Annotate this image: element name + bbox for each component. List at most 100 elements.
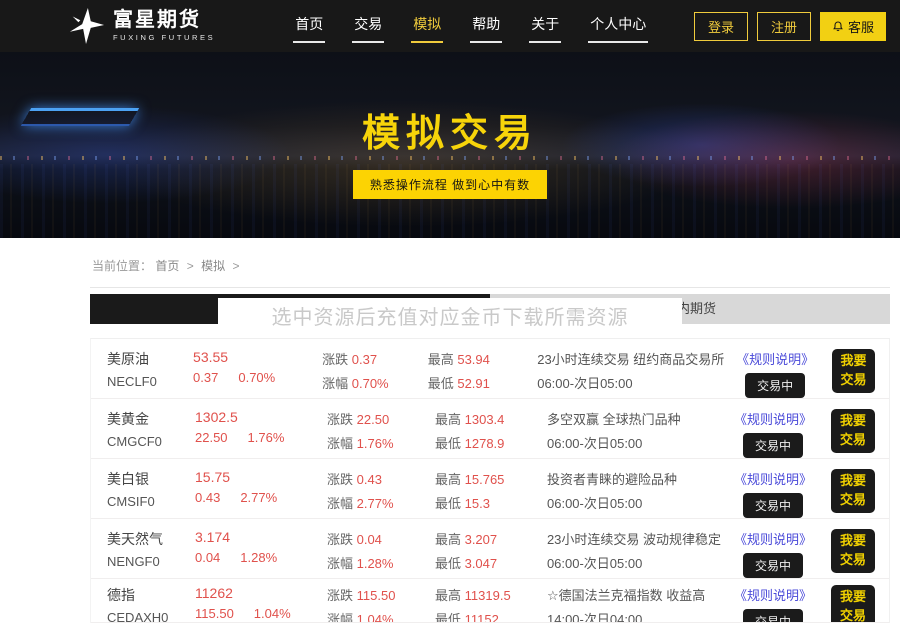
breadcrumb: 当前位置： 首页 > 模拟 > [90,238,890,288]
product-cell: 美黄金 CMGCF0 [107,409,195,449]
watermark-overlay: 选中资源后充值对应金币下载所需资源 [218,298,682,332]
trade-button-line1: 我要 [839,473,866,489]
price-change-summary: 22.50 1.76% [195,430,327,445]
change-percent: 1.04% [253,606,291,621]
trade-button[interactable]: 我要 交易 [831,469,875,513]
page-content: 当前位置： 首页 > 模拟 > 国际期货 国内期货 选中资源后充值对应金币下载所… [0,238,900,623]
nav-item-help[interactable]: 帮助 [470,9,503,43]
logo-star-icon [69,7,105,45]
trade-button-line1: 我要 [840,353,867,369]
register-button[interactable]: 注册 [756,11,811,41]
low-label: 最低 [427,376,454,391]
current-price: 11262 [195,585,233,601]
top-navigation-bar: 富星期货 FUXING FUTURES 首页 交易 模拟 帮助 关于 个人中心 … [0,0,900,52]
product-name: 美白银 [107,471,149,487]
high-label: 最高 [434,532,461,547]
customer-service-button[interactable]: 客服 [819,11,886,41]
trade-button[interactable]: 我要 交易 [831,349,875,393]
high-low-cell: 最高 53.94 最低 52.91 [428,349,538,397]
trading-hours: 06:00-次日05:00 [547,436,643,451]
change-value: 115.50 [195,606,234,621]
trade-button-line1: 我要 [839,589,866,605]
nav-item-home[interactable]: 首页 [293,9,326,43]
logo-text: 富星期货 FUXING FUTURES [113,10,215,42]
change-cell: 涨跌 22.50 涨幅 1.76% [327,409,435,457]
product-description: 23小时连续交易 纽约商品交易所 [537,352,725,367]
price-change-summary: 0.43 2.77% [195,490,327,505]
trading-status-button[interactable]: 交易中 [742,433,803,458]
rules-link[interactable]: 《规则说明》 [736,352,815,367]
rules-cell: 《规则说明》 交易中 [721,409,825,458]
price-cell: 3.174 0.04 1.28% [195,529,327,565]
product-name: 美天然气 [107,531,163,547]
trading-status-button[interactable]: 交易中 [742,493,803,518]
low-value: 11152 [464,612,499,623]
auth-buttons: 登录 注册 客服 [693,11,886,41]
breadcrumb-prefix: 当前位置： [92,259,153,273]
breadcrumb-current[interactable]: 模拟 [201,259,226,273]
current-price: 1302.5 [195,409,238,425]
trade-button-line2: 交易 [839,492,866,507]
login-button[interactable]: 登录 [693,11,748,41]
high-value: 53.94 [457,352,490,367]
low-label: 最低 [434,556,461,571]
description-cell: ☆德国法兰克福指数 收益高 14:00-次日04:00 [547,585,721,622]
trade-button-line2: 交易 [839,552,866,567]
rules-link[interactable]: 《规则说明》 [733,412,812,427]
table-row: 美黄金 CMGCF0 1302.5 22.50 1.76% 涨跌 22.50 涨… [91,399,889,459]
trade-button-line2: 交易 [839,432,866,447]
nav-item-about[interactable]: 关于 [529,9,562,43]
trading-status-button[interactable]: 交易中 [742,609,803,622]
change-value: 0.43 [195,490,221,505]
high-label: 最高 [435,472,462,487]
breadcrumb-home[interactable]: 首页 [155,259,180,273]
nav-item-personal-center[interactable]: 个人中心 [588,9,649,43]
high-low-cell: 最高 1303.4 最低 1278.9 [435,409,547,457]
change-value: 0.04 [356,532,382,547]
bell-icon [833,20,843,31]
main-nav: 首页 交易 模拟 帮助 关于 个人中心 [293,9,649,43]
trade-button[interactable]: 我要 交易 [831,529,875,573]
rules-cell: 《规则说明》 交易中 [721,585,825,622]
trade-button[interactable]: 我要 交易 [831,409,875,453]
price-cell: 15.75 0.43 2.77% [195,469,327,505]
high-low-cell: 最高 3.207 最低 3.047 [435,529,547,577]
percent-label: 涨幅 [327,496,354,511]
percent-label: 涨幅 [326,556,353,571]
hero-skyline-decoration [0,156,900,160]
product-description: 多空双赢 全球热门品种 [547,412,681,427]
current-price: 53.55 [193,349,229,365]
low-value: 1278.9 [464,436,505,451]
rules-cell: 《规则说明》 交易中 [724,349,826,398]
trade-button-line1: 我要 [839,533,866,549]
hero-banner: 模拟交易 熟悉操作流程 做到心中有数 [0,52,900,238]
trading-status-button[interactable]: 交易中 [743,553,804,578]
product-cell: 德指 CEDAXH0 [107,585,195,622]
change-label: 涨跌 [327,472,354,487]
trading-hours: 06:00-次日05:00 [537,376,633,391]
change-value: 0.37 [351,352,378,367]
price-cell: 11262 115.50 1.04% [195,585,327,621]
product-description: 投资者青睐的避险品种 [547,472,678,487]
product-description: 23小时连续交易 波动规律稳定 [546,532,722,547]
logo[interactable]: 富星期货 FUXING FUTURES [66,7,215,45]
hero-ribbon: 熟悉操作流程 做到心中有数 [352,170,548,199]
product-code: NECLF0 [107,374,157,389]
rules-cell: 《规则说明》 交易中 [721,469,825,518]
product-cell: 美白银 CMSIF0 [107,469,195,509]
trading-status-button[interactable]: 交易中 [745,373,806,398]
product-code: CMGCF0 [107,434,162,449]
rules-link[interactable]: 《规则说明》 [733,588,812,603]
nav-item-trade[interactable]: 交易 [352,9,385,43]
trade-button[interactable]: 我要 交易 [831,585,875,622]
change-percent: 1.28% [240,550,278,565]
rules-link[interactable]: 《规则说明》 [733,472,812,487]
high-label: 最高 [427,352,454,367]
price-cell: 1302.5 22.50 1.76% [195,409,327,445]
rules-link[interactable]: 《规则说明》 [734,532,813,547]
percent-label: 涨幅 [327,612,354,623]
nav-item-simulation[interactable]: 模拟 [411,9,444,43]
table-row: 美白银 CMSIF0 15.75 0.43 2.77% 涨跌 0.43 涨幅 2… [91,459,889,519]
high-value: 1303.4 [464,412,505,427]
customer-service-label: 客服 [847,19,874,35]
